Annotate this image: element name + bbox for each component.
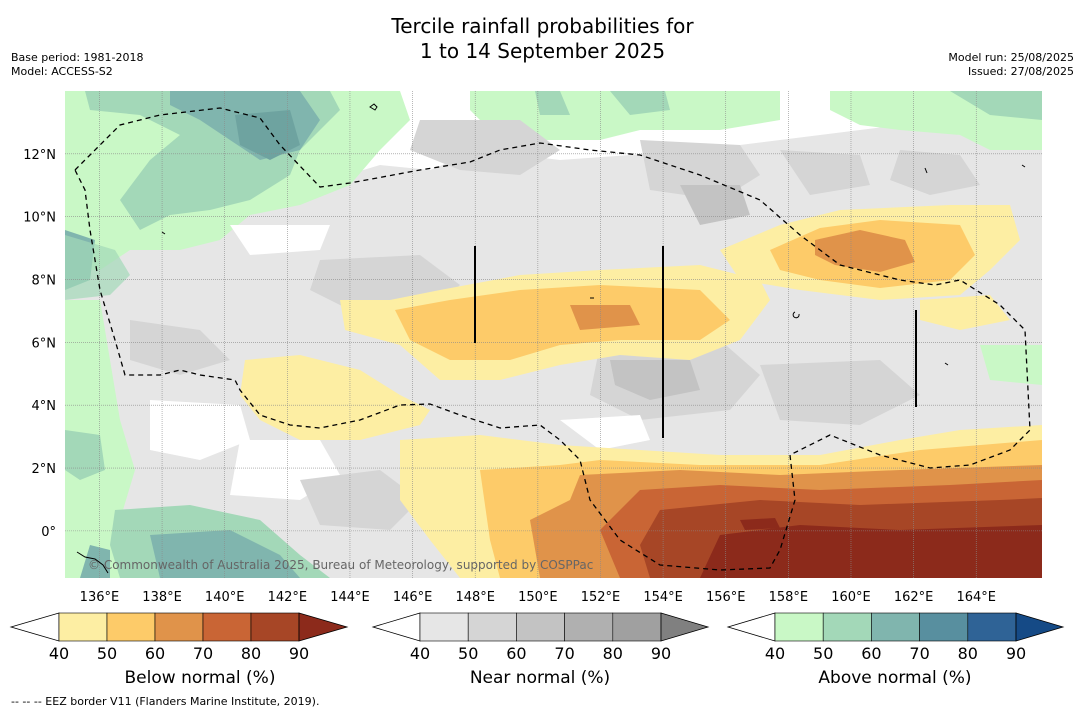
colorbar-high-extend — [1015, 612, 1065, 642]
vertical-markers — [474, 246, 917, 438]
colorbar-below: 40 50 60 70 80 90 — [9, 612, 349, 663]
lat-tick-label: 0° — [41, 525, 56, 540]
lon-tick-label: 144°E — [330, 590, 370, 605]
colorbar-tick-label: 70 — [909, 644, 929, 663]
colorbar-tick-label: 60 — [506, 644, 526, 663]
colorbar-segment — [774, 612, 824, 642]
colorbar-tick-label: 50 — [97, 644, 117, 663]
colorbar-tick-label: 80 — [958, 644, 978, 663]
colorbar-segment — [967, 612, 1017, 642]
colorbar-segment — [419, 612, 469, 642]
colorbar-low-extend — [371, 612, 421, 642]
lon-tick-label: 146°E — [393, 590, 433, 605]
colorbar-tick-label: 90 — [289, 644, 309, 663]
meta-left: Base period: 1981-2018 Model: ACCESS-S2 — [11, 51, 143, 79]
lon-tick-label: 162°E — [894, 590, 934, 605]
meta-right: Model run: 25/08/2025 Issued: 27/08/2025 — [948, 51, 1074, 79]
title-line-1: Tercile rainfall probabilities for — [391, 14, 694, 38]
lon-tick-label: 160°E — [831, 590, 871, 605]
colorbar-tick-label: 90 — [651, 644, 671, 663]
colorbar-tick-label: 50 — [458, 644, 478, 663]
colorbar-tick-label: 70 — [193, 644, 213, 663]
colorbar-segment — [822, 612, 872, 642]
longitude-ticks: 136°E 138°E 140°E 142°E 144°E 146°E 148°E 150°E… — [80, 590, 996, 605]
colorbar-tick-label: 90 — [1006, 644, 1026, 663]
lon-tick-label: 148°E — [455, 590, 495, 605]
lat-tick-label: 10°N — [23, 211, 56, 226]
colorbar-segment — [58, 612, 108, 642]
colorbar-tick-label: 60 — [861, 644, 881, 663]
islands — [76, 103, 1026, 574]
lon-tick-label: 158°E — [769, 590, 809, 605]
colorbar-segment — [516, 612, 565, 642]
colorbar-tick-label: 40 — [49, 644, 69, 663]
probability-field — [65, 91, 1042, 578]
colorbar-low-extend — [726, 612, 776, 642]
colorbar-tick-label: 40 — [765, 644, 785, 663]
eez-footnote: -- -- -- EEZ border V11 (Flanders Marine… — [11, 695, 320, 708]
colorbar-segment — [154, 612, 204, 642]
colorbar-label-near: Near normal (%) — [469, 668, 611, 688]
colorbar-segment — [564, 612, 614, 642]
base-period: Base period: 1981-2018 — [11, 51, 144, 64]
lat-tick-label: 2°N — [32, 462, 57, 477]
colorbar-high-extend — [660, 612, 710, 642]
colorbar-tick-label: 50 — [813, 644, 833, 663]
colorbars: 40 50 60 70 80 90 40 50 60 70 80 90 40 50 60 70 80 90 — [9, 612, 1065, 663]
colorbar-tick-label: 80 — [603, 644, 623, 663]
colorbar-near: 40 50 60 70 80 90 — [371, 612, 710, 663]
title-line-2: 1 to 14 September 2025 — [419, 39, 666, 63]
lon-tick-label: 154°E — [643, 590, 683, 605]
lon-tick-label: 156°E — [706, 590, 746, 605]
lon-tick-label: 150°E — [518, 590, 558, 605]
colorbar-segment — [250, 612, 300, 642]
latitude-ticks: 12°N 10°N 8°N 6°N 4°N 2°N 0° — [23, 148, 56, 540]
issued-date: Issued: 27/08/2025 — [967, 65, 1074, 78]
model-name: Model: ACCESS-S2 — [11, 65, 113, 78]
colorbar-segment — [919, 612, 969, 642]
colorbar-tick-label: 60 — [145, 644, 165, 663]
lat-tick-label: 4°N — [32, 399, 57, 414]
colorbar-above: 40 50 60 70 80 90 — [726, 612, 1065, 663]
lon-tick-label: 152°E — [581, 590, 621, 605]
colorbar-segment — [871, 612, 920, 642]
graticule — [65, 91, 1042, 578]
colorbar-tick-label: 70 — [554, 644, 574, 663]
lon-tick-label: 138°E — [142, 590, 182, 605]
colorbar-low-extend — [9, 612, 60, 642]
lon-tick-label: 164°E — [956, 590, 996, 605]
colorbar-segment — [106, 612, 156, 642]
map-title: Tercile rainfall probabilities for 1 to … — [0, 14, 1085, 64]
lat-tick-label: 12°N — [23, 148, 56, 163]
colorbar-segment — [612, 612, 662, 642]
eez-border — [74, 107, 1031, 571]
copyright-note: © Commonwealth of Australia 2025, Bureau… — [88, 558, 594, 572]
lon-tick-label: 142°E — [268, 590, 308, 605]
lon-tick-label: 140°E — [205, 590, 245, 605]
lat-tick-label: 6°N — [32, 336, 57, 351]
colorbar-tick-label: 40 — [410, 644, 430, 663]
colorbar-label-above: Above normal (%) — [818, 668, 972, 688]
colorbar-high-extend — [298, 612, 349, 642]
lat-tick-label: 8°N — [32, 274, 57, 289]
colorbar-segment — [202, 612, 252, 642]
model-run: Model run: 25/08/2025 — [948, 51, 1074, 64]
lon-tick-label: 136°E — [80, 590, 120, 605]
colorbar-label-below: Below normal (%) — [124, 668, 276, 688]
colorbar-segment — [467, 612, 517, 642]
colorbar-tick-label: 80 — [241, 644, 261, 663]
